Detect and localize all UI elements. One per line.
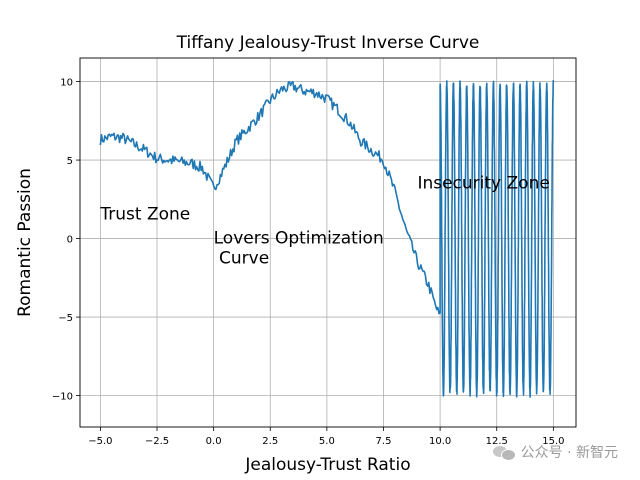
y-tick-label: −5 bbox=[58, 313, 73, 324]
watermark: 公众号 · 新智元 bbox=[492, 442, 618, 462]
x-tick-label: 2.5 bbox=[262, 436, 278, 447]
y-tick-label: −10 bbox=[52, 392, 73, 403]
x-tick-label: 0.0 bbox=[206, 436, 222, 447]
x-axis-ticks: −5.0 −2.5 0.0 2.5 5.0 7.5 10.0 12.5 15.0 bbox=[88, 427, 564, 447]
x-tick-label: −5.0 bbox=[88, 436, 112, 447]
y-tick-label: 10 bbox=[60, 78, 73, 89]
watermark-text: 公众号 · 新智元 bbox=[520, 445, 618, 461]
x-tick-label: 15.0 bbox=[542, 436, 564, 447]
x-tick-label: 12.5 bbox=[486, 436, 508, 447]
series-line bbox=[99, 80, 555, 398]
annotations: Trust Zone Lovers Optimization Curve Insec… bbox=[99, 173, 549, 268]
annotation-text: Lovers Optimization bbox=[214, 228, 384, 248]
wechat-icon bbox=[492, 444, 516, 461]
x-tick-label: 5.0 bbox=[319, 436, 335, 447]
annotation-text: Insecurity Zone bbox=[417, 173, 549, 193]
y-tick-label: 0 bbox=[67, 235, 73, 246]
annotation-text: Curve bbox=[214, 249, 270, 269]
x-tick-label: −2.5 bbox=[145, 436, 169, 447]
plot-frame bbox=[79, 57, 577, 428]
x-tick-label: 10.0 bbox=[429, 436, 451, 447]
y-axis-title: Romantic Passion bbox=[15, 168, 35, 317]
x-axis-title: Jealousy-Trust Ratio bbox=[244, 455, 410, 475]
annotation-text: Trust Zone bbox=[99, 205, 190, 225]
y-axis-ticks: −10 −5 0 5 10 bbox=[52, 78, 80, 403]
y-tick-label: 5 bbox=[67, 156, 73, 167]
chart-title: Tiffany Jealousy-Trust Inverse Curve bbox=[176, 33, 480, 53]
x-tick-label: 7.5 bbox=[376, 436, 392, 447]
